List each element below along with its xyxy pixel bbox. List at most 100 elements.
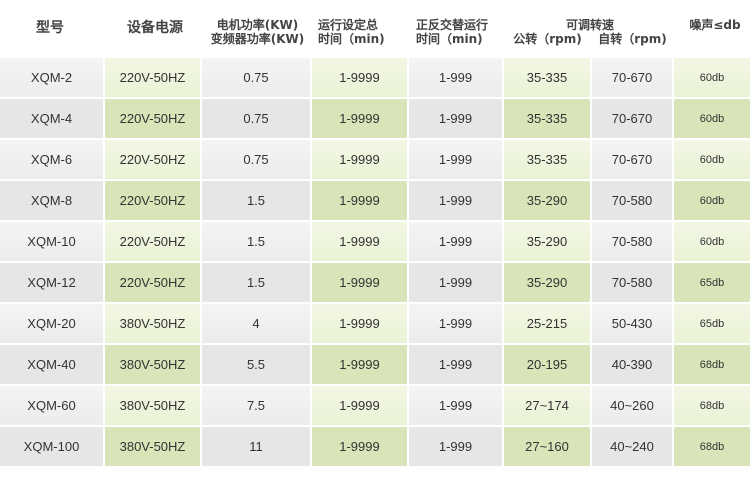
cell-total-time: 1-9999	[312, 140, 407, 179]
cell-alt-time: 1-999	[409, 140, 502, 179]
table-row: XQM-2 220V-50HZ 0.75 1-9999 1-999 35-335 70-67…	[0, 58, 750, 97]
cell-motor-power: 11	[202, 427, 310, 466]
header-revolution: 公转（rpm)	[513, 32, 582, 46]
header-total-time: 运行设定总 时间（min)	[318, 18, 408, 46]
cell-power-supply: 220V-50HZ	[105, 181, 200, 220]
cell-rotation-speed: 40-390	[592, 345, 672, 384]
cell-noise: 60db	[674, 222, 750, 261]
header-kw: 电机功率(KW) 变频器功率(KW)	[200, 18, 315, 46]
cell-alt-time: 1-999	[409, 427, 502, 466]
table-row: XQM-60 380V-50HZ 7.5 1-9999 1-999 27~174 40~26…	[0, 386, 750, 425]
cell-power-supply: 380V-50HZ	[105, 386, 200, 425]
cell-noise: 60db	[674, 58, 750, 97]
table-row: XQM-10 220V-50HZ 1.5 1-9999 1-999 35-290 70-58…	[0, 222, 750, 261]
cell-power-supply: 380V-50HZ	[105, 345, 200, 384]
cell-power-supply: 380V-50HZ	[105, 304, 200, 343]
cell-motor-power: 1.5	[202, 181, 310, 220]
cell-total-time: 1-9999	[312, 427, 407, 466]
cell-total-time: 1-9999	[312, 304, 407, 343]
cell-power-supply: 220V-50HZ	[105, 222, 200, 261]
table-row: XQM-12 220V-50HZ 1.5 1-9999 1-999 35-290 70-58…	[0, 263, 750, 302]
cell-total-time: 1-9999	[312, 222, 407, 261]
table-row: XQM-100 380V-50HZ 11 1-9999 1-999 27~160 40~24…	[0, 427, 750, 466]
header-kw-inverter: 变频器功率(KW)	[210, 32, 305, 46]
cell-alt-time: 1-999	[409, 99, 502, 138]
cell-rotation-speed: 70-580	[592, 263, 672, 302]
cell-revolution-speed: 25-215	[504, 304, 590, 343]
cell-power-supply: 220V-50HZ	[105, 263, 200, 302]
table-row: XQM-4 220V-50HZ 0.75 1-9999 1-999 35-335 70-67…	[0, 99, 750, 138]
header-speed: 可调转速 公转（rpm) 自转（rpm)	[505, 18, 675, 46]
cell-model: XQM-2	[0, 58, 103, 97]
cell-power-supply: 380V-50HZ	[105, 427, 200, 466]
cell-rotation-speed: 70-580	[592, 222, 672, 261]
header-total-time-2: 时间（min)	[318, 32, 385, 46]
cell-model: XQM-10	[0, 222, 103, 261]
cell-alt-time: 1-999	[409, 181, 502, 220]
cell-motor-power: 5.5	[202, 345, 310, 384]
cell-rotation-speed: 40~240	[592, 427, 672, 466]
header-rotation: 自转（rpm)	[598, 32, 667, 46]
cell-model: XQM-12	[0, 263, 103, 302]
header-total-time-1: 运行设定总	[318, 18, 379, 32]
cell-alt-time: 1-999	[409, 304, 502, 343]
cell-model: XQM-60	[0, 386, 103, 425]
cell-motor-power: 0.75	[202, 140, 310, 179]
header-alt-time-2: 时间（min)	[416, 32, 483, 46]
cell-power-supply: 220V-50HZ	[105, 99, 200, 138]
cell-noise: 65db	[674, 263, 750, 302]
cell-motor-power: 4	[202, 304, 310, 343]
cell-noise: 68db	[674, 427, 750, 466]
header-alt-time: 正反交替运行 时间（min)	[416, 18, 506, 46]
cell-noise: 60db	[674, 99, 750, 138]
header-kw-motor: 电机功率(KW)	[216, 18, 299, 32]
cell-revolution-speed: 35-290	[504, 181, 590, 220]
cell-model: XQM-6	[0, 140, 103, 179]
cell-revolution-speed: 35-335	[504, 99, 590, 138]
header-speed-title: 可调转速	[565, 18, 614, 32]
header-noise: 噪声≤db	[689, 18, 741, 32]
cell-revolution-speed: 27~160	[504, 427, 590, 466]
cell-power-supply: 220V-50HZ	[105, 140, 200, 179]
cell-total-time: 1-9999	[312, 345, 407, 384]
cell-model: XQM-100	[0, 427, 103, 466]
table-row: XQM-6 220V-50HZ 0.75 1-9999 1-999 35-335 70-67…	[0, 140, 750, 179]
cell-model: XQM-4	[0, 99, 103, 138]
cell-total-time: 1-9999	[312, 263, 407, 302]
cell-total-time: 1-9999	[312, 181, 407, 220]
cell-revolution-speed: 20-195	[504, 345, 590, 384]
cell-rotation-speed: 70-670	[592, 99, 672, 138]
cell-model: XQM-40	[0, 345, 103, 384]
cell-rotation-speed: 50-430	[592, 304, 672, 343]
cell-rotation-speed: 70-670	[592, 58, 672, 97]
cell-noise: 68db	[674, 345, 750, 384]
cell-model: XQM-20	[0, 304, 103, 343]
cell-noise: 68db	[674, 386, 750, 425]
cell-noise: 60db	[674, 140, 750, 179]
cell-motor-power: 0.75	[202, 99, 310, 138]
cell-revolution-speed: 27~174	[504, 386, 590, 425]
cell-total-time: 1-9999	[312, 99, 407, 138]
cell-motor-power: 1.5	[202, 263, 310, 302]
cell-alt-time: 1-999	[409, 58, 502, 97]
cell-motor-power: 1.5	[202, 222, 310, 261]
cell-rotation-speed: 40~260	[592, 386, 672, 425]
header-model: 型号	[36, 20, 64, 36]
cell-total-time: 1-9999	[312, 58, 407, 97]
cell-noise: 65db	[674, 304, 750, 343]
cell-alt-time: 1-999	[409, 263, 502, 302]
cell-total-time: 1-9999	[312, 386, 407, 425]
cell-alt-time: 1-999	[409, 386, 502, 425]
cell-motor-power: 0.75	[202, 58, 310, 97]
cell-revolution-speed: 35-335	[504, 58, 590, 97]
cell-revolution-speed: 35-335	[504, 140, 590, 179]
table-row: XQM-40 380V-50HZ 5.5 1-9999 1-999 20-195 40-39…	[0, 345, 750, 384]
cell-revolution-speed: 35-290	[504, 222, 590, 261]
cell-model: XQM-8	[0, 181, 103, 220]
cell-rotation-speed: 70-670	[592, 140, 672, 179]
cell-noise: 60db	[674, 181, 750, 220]
table-row: XQM-8 220V-50HZ 1.5 1-9999 1-999 35-290 70-580…	[0, 181, 750, 220]
cell-motor-power: 7.5	[202, 386, 310, 425]
cell-rotation-speed: 70-580	[592, 181, 672, 220]
table-row: XQM-20 380V-50HZ 4 1-9999 1-999 25-215 50-430 6…	[0, 304, 750, 343]
